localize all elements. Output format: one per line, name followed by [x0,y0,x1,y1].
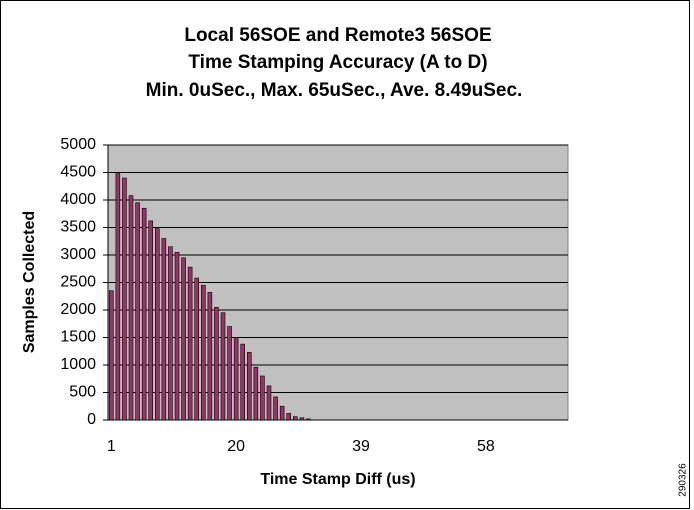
bar [220,312,226,421]
bar [109,290,114,421]
bar [233,337,239,421]
bar [181,257,186,421]
chart-title: Local 56SOE and Remote3 56SOE [184,25,491,46]
y-tick-label: 2000 [60,301,96,318]
bar [128,195,134,421]
bar [306,418,311,421]
bar [273,396,278,421]
chart-title: Time Stamping Accuracy (A to D) [188,52,487,73]
y-tick-label: 0 [87,411,96,428]
bar [286,413,291,421]
y-axis-label: Samples Collected [21,211,38,353]
bar [214,306,219,421]
bar [122,177,127,421]
bar [207,292,213,421]
y-tick-label: 4500 [60,164,96,181]
bar [279,405,285,421]
bar [141,207,147,421]
y-tick-label: 1500 [60,329,96,346]
bar [155,228,160,421]
figure-id: 290326 [678,463,689,497]
y-tick-label: 500 [69,384,96,401]
y-tick-label: 1000 [60,356,96,373]
x-tick-label: 20 [227,438,245,455]
bar [293,416,298,421]
x-tick-label: 58 [477,438,495,455]
bar [260,375,265,421]
x-tick-label: 1 [107,438,116,455]
bar [299,417,305,421]
y-tick-label: 2500 [60,274,96,291]
bar [240,343,245,421]
bar [187,266,193,421]
bar [174,251,180,421]
x-axis-label: Time Stamp Diff (us) [260,471,415,488]
y-tick-label: 4000 [60,191,96,208]
bar [135,202,140,421]
bar [148,220,153,421]
bar [115,173,121,421]
chart-title: Min. 0uSec., Max. 65uSec., Ave. 8.49uSec… [146,80,523,101]
y-tick-label: 5000 [60,136,96,153]
bar [247,352,252,421]
bar [266,385,272,421]
bar [168,246,173,421]
bar [253,366,259,421]
bar [194,277,199,421]
bar [161,238,167,421]
y-tick-label: 3000 [60,246,96,263]
x-tick-label: 39 [352,438,370,455]
bar [201,284,206,421]
y-tick-label: 3500 [60,219,96,236]
bar [227,326,232,421]
